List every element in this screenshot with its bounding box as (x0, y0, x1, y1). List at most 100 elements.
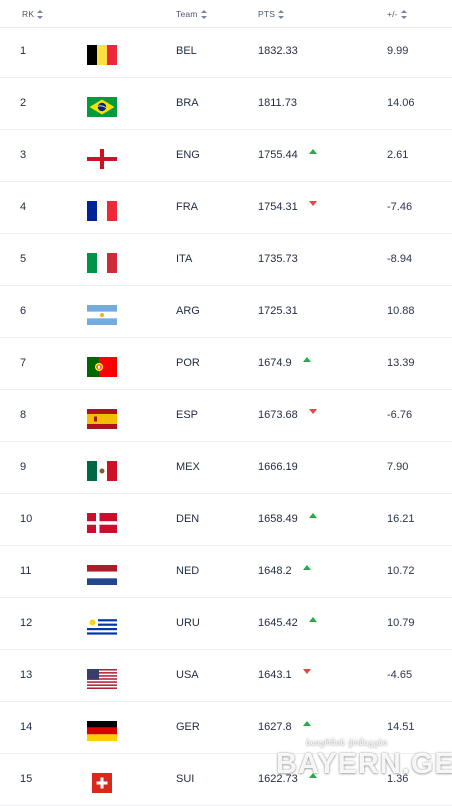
points-cell: 1648.2 (258, 565, 292, 577)
points-change-cell: 7.90 (387, 461, 409, 473)
team-cell[interactable]: ITA (176, 253, 193, 265)
trend-up-icon (309, 617, 317, 622)
sort-icon[interactable] (278, 9, 285, 19)
team-cell[interactable]: ARG (176, 305, 200, 317)
rank-cell: 1 (20, 45, 27, 57)
table-row[interactable]: 3 ENG 1755.44 2.61 (0, 130, 452, 182)
points-cell: 1832.33 (258, 45, 298, 57)
points-change-cell: 14.06 (387, 97, 415, 109)
netherlands-flag-icon (87, 565, 117, 585)
team-cell[interactable]: NED (176, 565, 200, 577)
table-row[interactable]: 10 DEN 1658.49 16.21 (0, 494, 452, 546)
brazil-flag-icon (87, 97, 117, 117)
trend-down-icon (309, 201, 317, 206)
points-cell: 1622.73 (258, 773, 298, 785)
trend-up-icon (303, 565, 311, 570)
team-cell[interactable]: FRA (176, 201, 198, 213)
trend-down-icon (309, 409, 317, 414)
points-change-cell: 16.21 (387, 513, 415, 525)
points-change-cell: 10.79 (387, 617, 415, 629)
rank-cell: 8 (20, 409, 27, 421)
points-cell: 1673.68 (258, 409, 298, 421)
points-column-header[interactable]: PTS (258, 9, 285, 19)
points-header-label: PTS (258, 9, 276, 19)
rank-cell: 9 (20, 461, 27, 473)
table-row[interactable]: 4 FRA 1754.31 -7.46 (0, 182, 452, 234)
table-row[interactable]: 12 URU 1645.42 10.79 (0, 598, 452, 650)
team-cell[interactable]: DEN (176, 513, 200, 525)
denmark-flag-icon (87, 513, 117, 533)
points-cell: 1725.31 (258, 305, 298, 317)
switzerland-flag-icon (87, 773, 117, 793)
trend-up-icon (303, 721, 311, 726)
portugal-flag-icon (87, 357, 117, 377)
trend-up-icon (309, 513, 317, 518)
points-change-cell: 13.39 (387, 357, 415, 369)
trend-up-icon (303, 357, 311, 362)
rank-column-header[interactable]: RK (22, 9, 44, 19)
points-cell: 1674.9 (258, 357, 292, 369)
uruguay-flag-icon (87, 617, 117, 637)
rank-cell: 10 (20, 513, 33, 525)
sort-icon[interactable] (400, 9, 407, 19)
rank-cell: 13 (20, 669, 33, 681)
points-change-cell: -8.94 (387, 253, 413, 265)
points-cell: 1755.44 (258, 149, 298, 161)
table-row[interactable]: 1 BEL 1832.33 9.99 (0, 26, 452, 78)
team-cell[interactable]: SUI (176, 773, 195, 785)
argentina-flag-icon (87, 305, 117, 325)
table-row[interactable]: 14 GER 1627.8 14.51 (0, 702, 452, 754)
team-cell[interactable]: URU (176, 617, 200, 629)
team-cell[interactable]: MEX (176, 461, 200, 473)
team-column-header[interactable]: Team (176, 9, 207, 19)
trend-up-icon (309, 149, 317, 154)
points-cell: 1811.73 (258, 97, 297, 109)
sort-icon[interactable] (37, 9, 44, 19)
points-cell: 1735.73 (258, 253, 298, 265)
team-header-label: Team (176, 9, 198, 19)
team-cell[interactable]: BRA (176, 97, 199, 109)
table-row[interactable]: 13 USA 1643.1 -4.65 (0, 650, 452, 702)
diff-column-header[interactable]: +/- (387, 9, 407, 19)
team-cell[interactable]: ENG (176, 149, 200, 161)
trend-down-icon (303, 669, 311, 674)
points-change-cell: 9.99 (387, 45, 409, 57)
diff-header-label: +/- (387, 9, 398, 19)
table-row[interactable]: 15 SUI 1622.73 1.36 (0, 754, 452, 806)
team-cell[interactable]: GER (176, 721, 200, 733)
team-cell[interactable]: ESP (176, 409, 199, 421)
france-flag-icon (87, 201, 117, 221)
trend-up-icon (309, 773, 317, 778)
table-row[interactable]: 2 BRA 1811.73 14.06 (0, 78, 452, 130)
table-row[interactable]: 7 POR 1674.9 13.39 (0, 338, 452, 390)
points-cell: 1643.1 (258, 669, 292, 681)
germany-flag-icon (87, 721, 117, 741)
sort-icon[interactable] (200, 9, 207, 19)
table-row[interactable]: 8 ESP 1673.68 -6.76 (0, 390, 452, 442)
rank-cell: 12 (20, 617, 33, 629)
team-cell[interactable]: POR (176, 357, 200, 369)
table-row[interactable]: 5 ITA 1735.73 -8.94 (0, 234, 452, 286)
rank-header-label: RK (22, 9, 35, 19)
points-change-cell: -6.76 (387, 409, 413, 421)
rank-cell: 7 (20, 357, 27, 369)
points-change-cell: 10.72 (387, 565, 415, 577)
table-header: RK Team PTS +/- (0, 0, 452, 28)
team-cell[interactable]: BEL (176, 45, 197, 57)
table-row[interactable]: 11 NED 1648.2 10.72 (0, 546, 452, 598)
points-cell: 1627.8 (258, 721, 292, 733)
table-row[interactable]: 9 MEX 1666.19 7.90 (0, 442, 452, 494)
belgium-flag-icon (87, 45, 117, 65)
rank-cell: 14 (20, 721, 33, 733)
rank-cell: 15 (20, 773, 33, 785)
points-change-cell: 2.61 (387, 149, 409, 161)
spain-flag-icon (87, 409, 117, 429)
rank-cell: 11 (20, 565, 32, 577)
team-cell[interactable]: USA (176, 669, 199, 681)
rank-cell: 2 (20, 97, 27, 109)
points-cell: 1754.31 (258, 201, 298, 213)
rank-cell: 6 (20, 305, 27, 317)
italy-flag-icon (87, 253, 117, 273)
table-row[interactable]: 6 ARG 1725.31 10.88 (0, 286, 452, 338)
points-change-cell: 10.88 (387, 305, 415, 317)
